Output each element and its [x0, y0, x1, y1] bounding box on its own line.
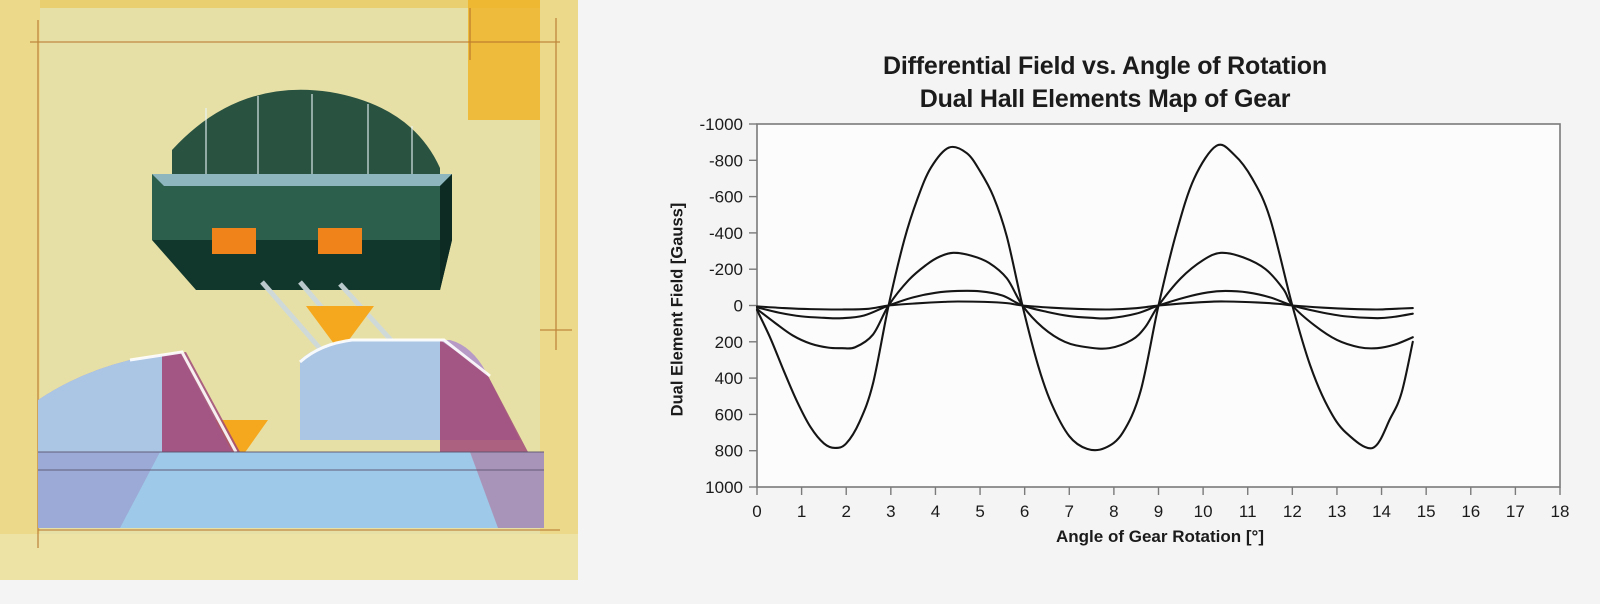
illustration-registration-lines: [30, 8, 572, 548]
hall-sensor-gear-illustration: 0%#bcdce8 0%#2e5f4c 0%#f7b429 0%#a8c4e4 …: [0, 0, 578, 580]
differential-field-chart: Differential Field vs. Angle of Rotation…: [610, 0, 1600, 604]
x-axis-ticks: 0 1 2 3 4 5 6 7 8 9 10 11 12 13 14 15 16 17 18: [752, 487, 1569, 521]
chart-title-line1: Differential Field vs. Angle of Rotation: [883, 52, 1327, 80]
y-tick-label: -400: [709, 224, 743, 243]
y-tick-label: -600: [709, 188, 743, 207]
x-tick-label: 18: [1551, 502, 1570, 521]
x-tick-label: 12: [1283, 502, 1302, 521]
x-tick-label: 11: [1239, 502, 1257, 521]
x-tick-label: 1: [797, 502, 806, 521]
x-tick-label: 4: [931, 502, 940, 521]
x-tick-label: 0: [752, 502, 761, 521]
x-tick-label: 8: [1109, 502, 1118, 521]
y-tick-label: 800: [715, 442, 743, 461]
x-tick-label: 6: [1020, 502, 1029, 521]
series-line: [755, 300, 1414, 311]
y-tick-label: 600: [715, 405, 743, 424]
plot-area: 1000 800 600 400 200 0 -200 -400 -600 -800 -1000 0…: [700, 115, 1570, 521]
x-tick-label: 16: [1461, 502, 1480, 521]
y-tick-label: 200: [715, 333, 743, 352]
y-axis-ticks: 1000 800 600 400 200 0 -200 -400 -600 -800 -1000: [700, 115, 757, 497]
chart-title-line2: Dual Hall Elements Map of Gear: [919, 85, 1291, 113]
flux-arrow-right: [306, 228, 374, 352]
y-tick-label: 1000: [705, 478, 743, 497]
gear-teeth: [38, 338, 544, 528]
x-axis-title: Angle of Gear Rotation [°]: [1056, 527, 1264, 546]
x-tick-label: 7: [1065, 502, 1074, 521]
y-tick-label: -800: [709, 151, 743, 170]
y-tick-label: 400: [715, 369, 743, 388]
x-tick-label: 13: [1327, 502, 1346, 521]
x-tick-label: 9: [1154, 502, 1163, 521]
x-tick-label: 17: [1506, 502, 1525, 521]
x-tick-label: 10: [1194, 502, 1213, 521]
data-series-group: [755, 143, 1414, 452]
y-tick-label: -200: [709, 260, 743, 279]
x-tick-label: 5: [975, 502, 984, 521]
x-tick-label: 3: [886, 502, 895, 521]
x-tick-label: 15: [1417, 502, 1436, 521]
chart-title: Differential Field vs. Angle of Rotation…: [610, 50, 1600, 116]
y-tick-label: -1000: [700, 115, 743, 134]
y-tick-label: 0: [734, 297, 743, 316]
x-tick-label: 14: [1372, 502, 1391, 521]
x-tick-label: 2: [841, 502, 850, 521]
